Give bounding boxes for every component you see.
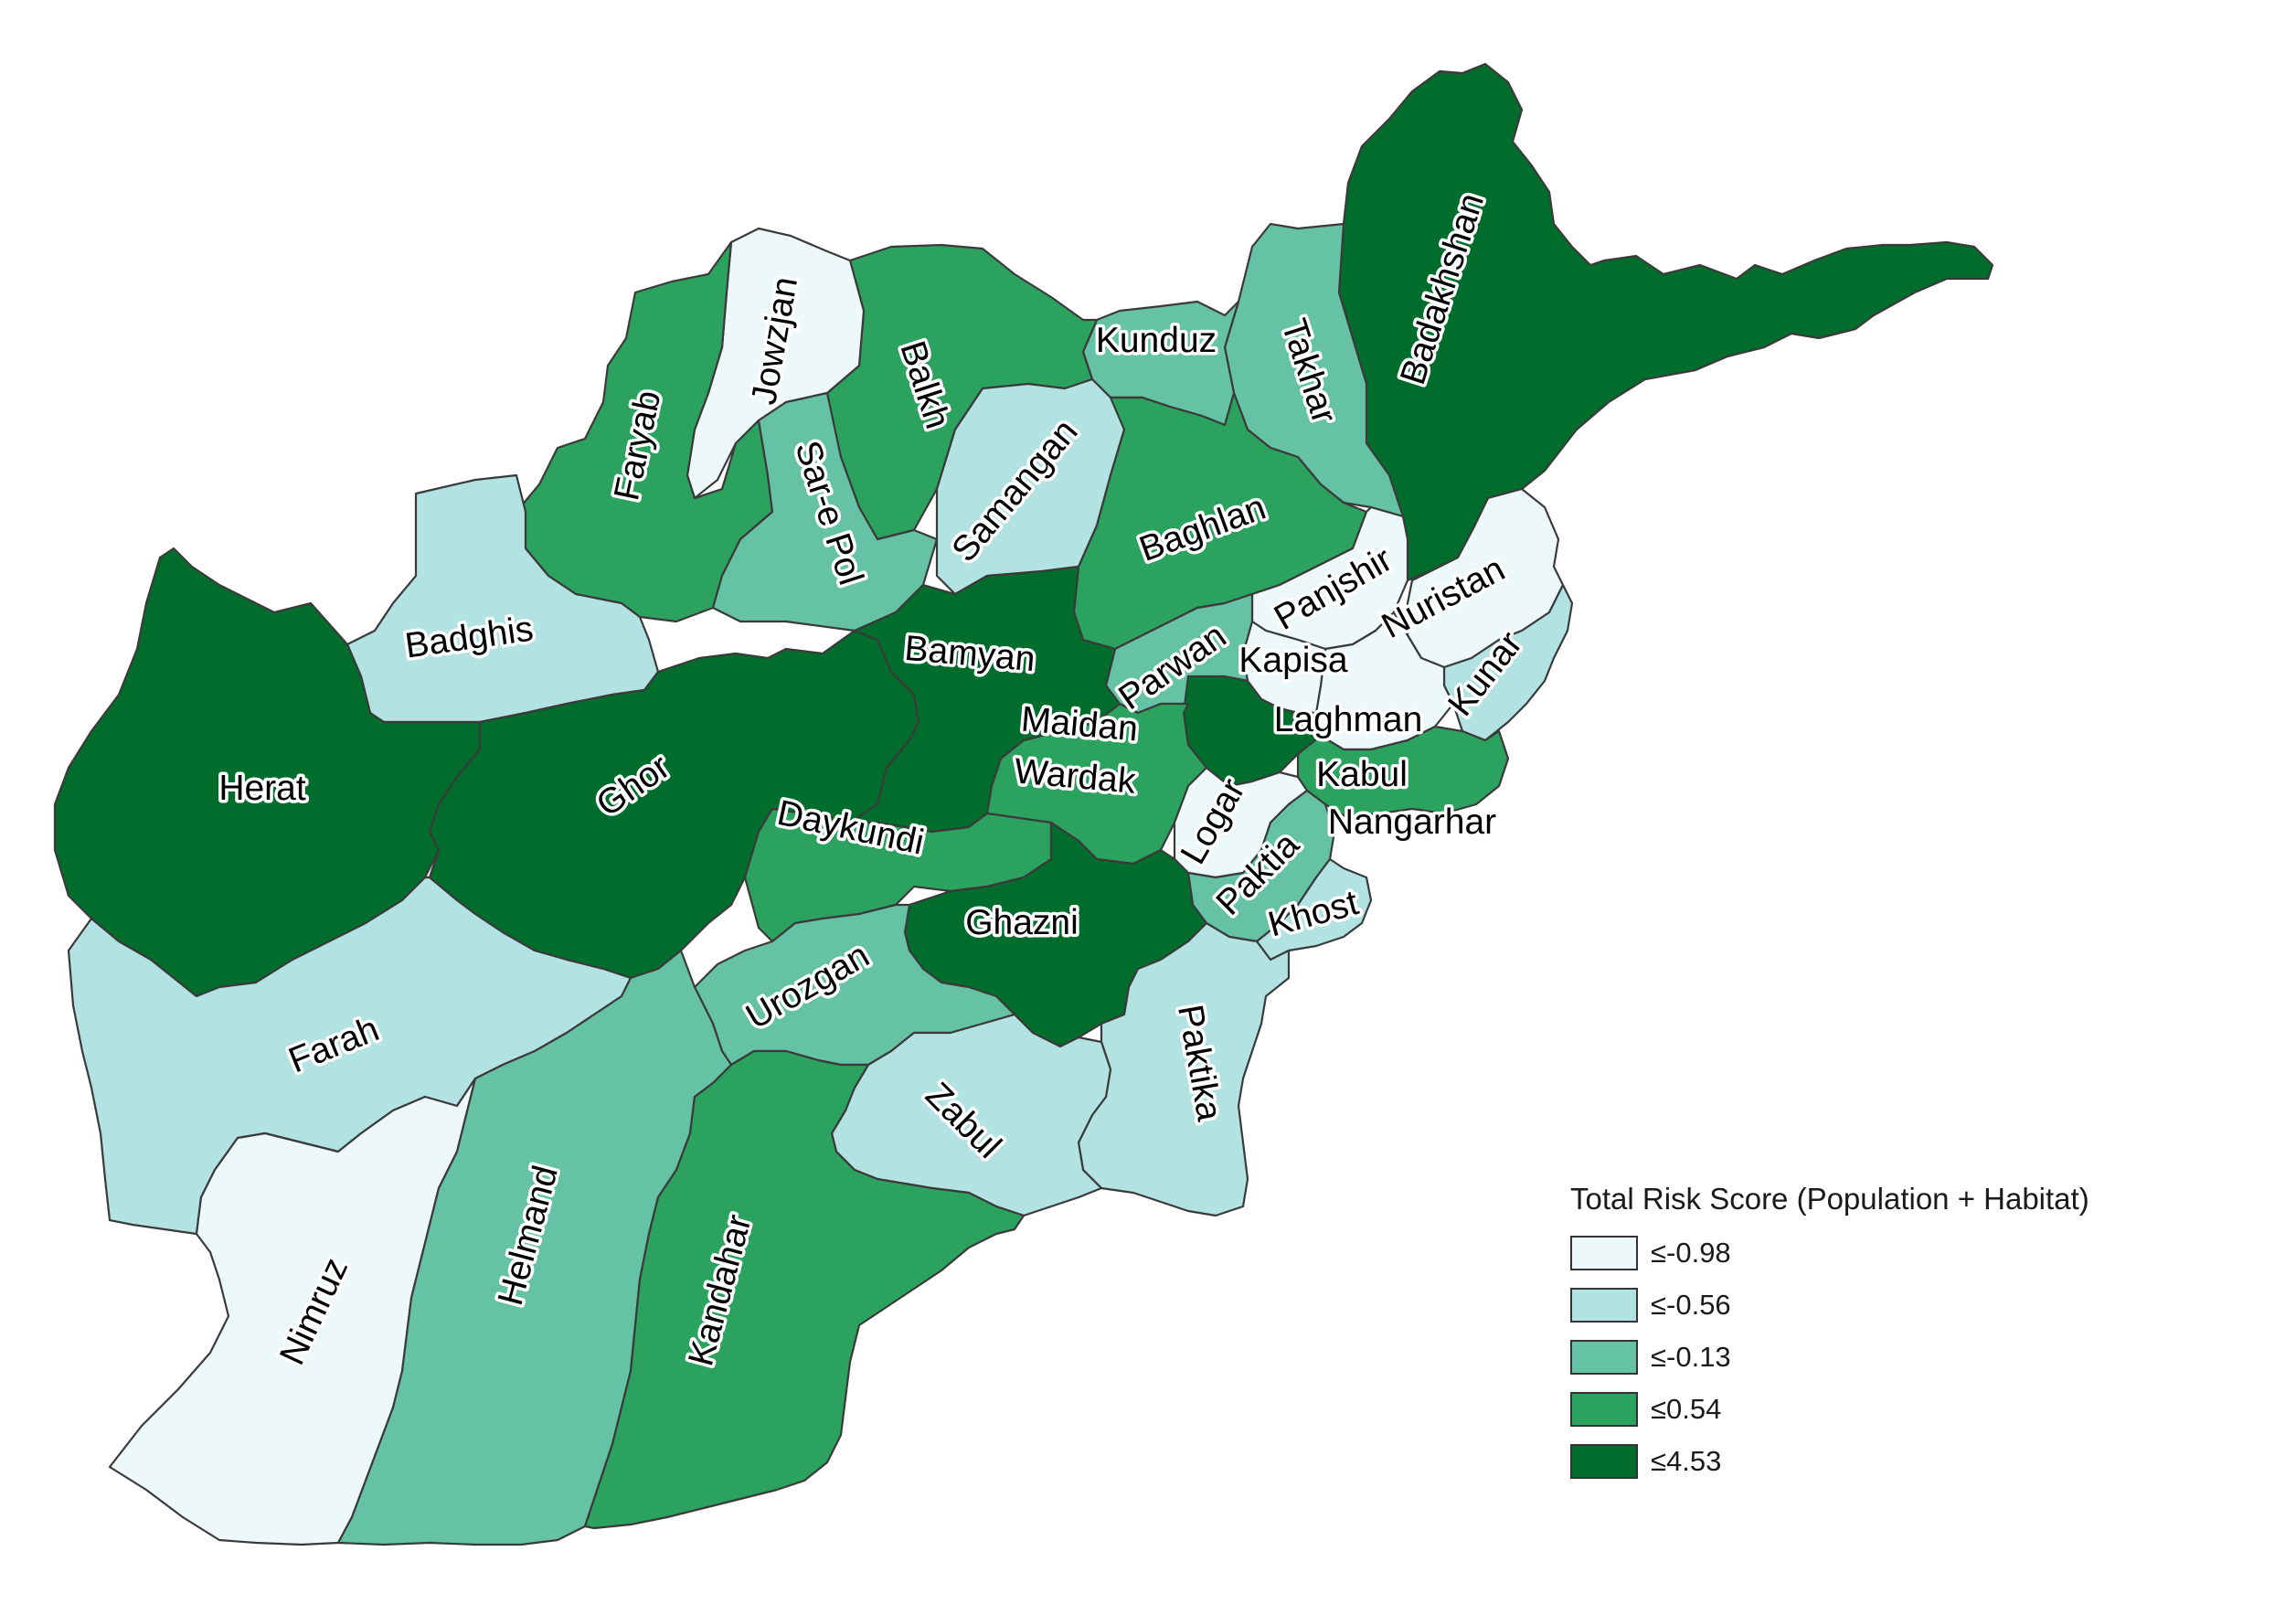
label-laghman: Laghman: [1274, 700, 1423, 739]
legend-title: Total Risk Score (Population + Habitat): [1570, 1182, 2089, 1216]
legend-swatch: [1570, 1287, 1638, 1323]
label-ghazni: Ghazni: [965, 903, 1079, 942]
legend-item: ≤0.54: [1570, 1383, 2265, 1435]
map-legend: Total Risk Score (Population + Habitat) …: [1570, 1177, 2265, 1487]
legend-swatch: [1570, 1339, 1638, 1375]
label-kabul: Kabul: [1316, 755, 1408, 794]
province-shapes: [53, 62, 1994, 1546]
legend-label: ≤4.53: [1651, 1444, 1722, 1477]
label-herat: Herat: [218, 769, 306, 808]
legend-item: ≤4.53: [1570, 1435, 2265, 1487]
legend-label: ≤0.54: [1651, 1392, 1722, 1425]
legend-label: ≤-0.56: [1651, 1288, 1731, 1321]
province-kandahar[interactable]: [583, 1049, 1026, 1530]
label-nangarhar: Nangarhar: [1328, 802, 1496, 842]
legend-item: ≤-0.98: [1570, 1227, 2265, 1279]
legend-label: ≤-0.98: [1651, 1236, 1731, 1269]
label-kunduz: Kunduz: [1096, 321, 1217, 360]
legend-item: ≤-0.13: [1570, 1331, 2265, 1383]
province-khost[interactable]: [1255, 857, 1373, 962]
legend-label: ≤-0.13: [1651, 1340, 1731, 1373]
legend-swatch: [1570, 1443, 1638, 1479]
legend-swatch: [1570, 1391, 1638, 1427]
legend-item: ≤-0.56: [1570, 1279, 2265, 1331]
legend-swatch: [1570, 1235, 1638, 1270]
label-kapisa: Kapisa: [1238, 641, 1348, 680]
